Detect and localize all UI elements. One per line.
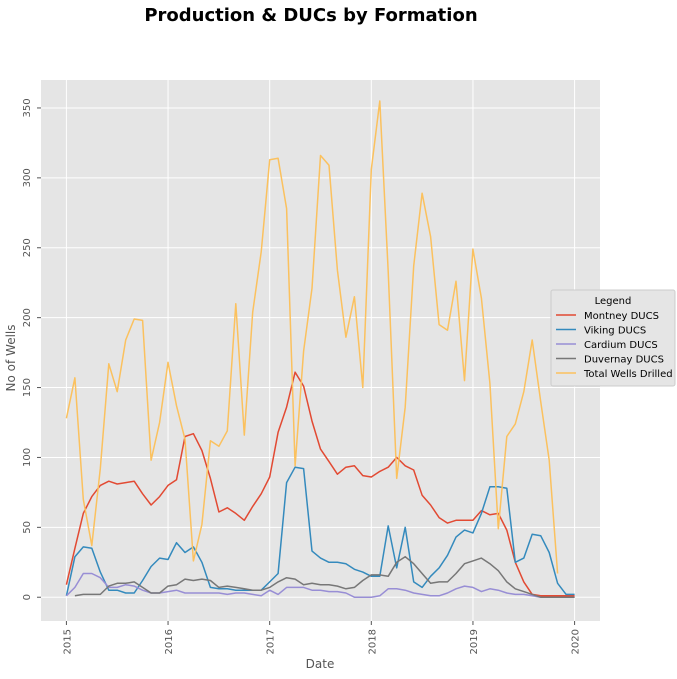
series-line-duvernay-ducs [74,555,575,598]
legend-title: Legend [595,296,632,307]
x-tick-label: 2015 [62,629,73,654]
x-axis-label: Date [306,657,335,671]
legend-label: Duvernay DUCS [584,355,664,366]
legend-entries: Montney DUCS Viking DUCS Cardium DUCS Duver… [556,311,673,380]
legend-label: Montney DUCS [584,311,659,322]
x-tick-label: 2020 [571,629,582,654]
chart-title: Production & DUCs by Formation [144,5,477,26]
y-tick-label: 300 [22,168,33,187]
legend: Legend Montney DUCS Viking DUCS Cardium DU… [550,289,676,387]
y-axis-ticks: 0 50 100 150 200 250 300 350 [22,98,41,600]
series-line-viking-ducs [65,466,575,596]
legend-label: Cardium DUCS [584,340,658,351]
x-tick-label: 2016 [164,629,175,654]
y-tick-label: 350 [22,98,33,117]
y-tick-label: 150 [22,378,33,397]
y-axis-label: No of Wells [4,325,18,392]
legend-label: Viking DUCS [584,326,646,337]
x-tick-label: 2017 [266,629,277,654]
y-tick-label: 50 [22,521,33,534]
series-line-total-wells-drilled [65,100,559,574]
x-tick-label: 2019 [469,629,480,654]
legend-label: Total Wells Drilled [583,369,673,380]
x-tick-label: 2018 [367,629,378,654]
y-tick-label: 200 [22,308,33,327]
legend-box [550,289,676,387]
y-tick-label: 0 [22,594,33,600]
series-lines [65,100,575,598]
series-line-montney-ducs [65,371,575,597]
x-axis-ticks: 2015 2016 2017 2018 2019 2020 [62,621,582,654]
y-tick-label: 100 [22,448,33,467]
y-tick-label: 250 [22,238,33,257]
